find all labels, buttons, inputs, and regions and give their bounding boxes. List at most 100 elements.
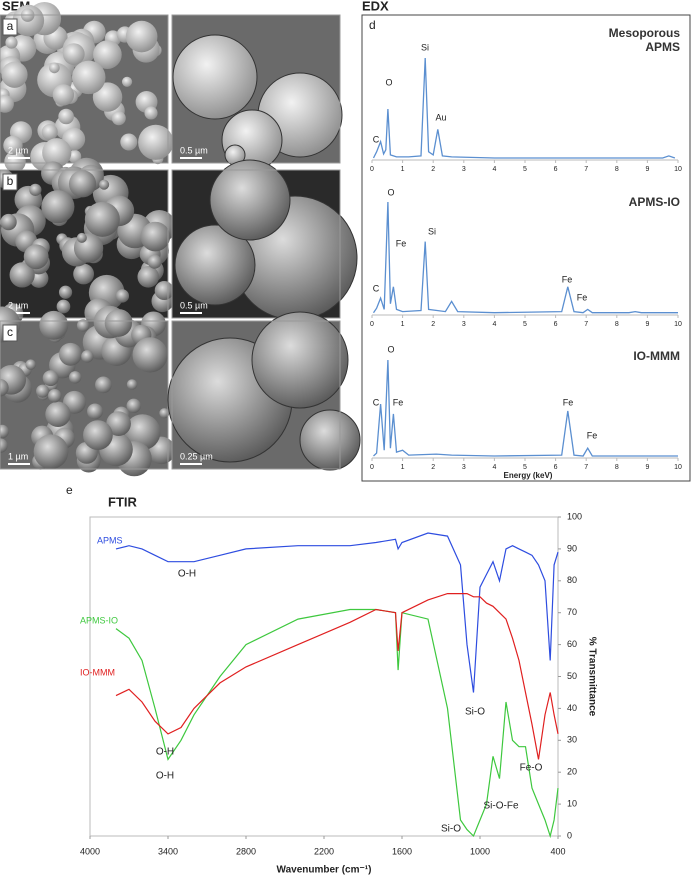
particle: [124, 414, 161, 451]
band-label: Fe-O: [520, 763, 543, 774]
particle: [1, 61, 28, 88]
x-tick-label: 2800: [236, 846, 256, 856]
x-tick-label: 1: [401, 464, 405, 471]
band-label: O-H: [178, 569, 196, 580]
particle: [209, 159, 291, 241]
band-label: Si-O-Fe: [484, 801, 519, 812]
sem-panels: a 2 µm 0.5 µm b 2 µm 0.5 µm c 1 µm 0.25 µm: [0, 1, 361, 477]
x-tick-label: 6: [554, 321, 558, 328]
particle: [138, 124, 174, 160]
sem-frame: [171, 320, 341, 470]
band-label: Si-O: [441, 824, 461, 835]
x-tick-label: 4: [492, 166, 496, 173]
x-tick-label: 2200: [314, 846, 334, 856]
particle: [126, 379, 138, 390]
x-tick-label: 9: [645, 166, 649, 173]
x-tick-label: 3: [462, 166, 466, 173]
particle: [87, 403, 103, 420]
sem-texture: [0, 157, 176, 328]
peak-label: Si: [428, 226, 436, 236]
x-tick-label: 5: [523, 321, 527, 328]
particle: [106, 411, 131, 436]
particle: [104, 309, 133, 337]
scale-bar-label: 2 µm: [8, 145, 28, 155]
particle: [95, 376, 112, 394]
peak-label: Fe: [563, 397, 574, 407]
spectrum: [372, 57, 676, 159]
particle: [125, 20, 158, 53]
particle: [132, 337, 168, 373]
x-tick-label: 0: [370, 321, 374, 328]
sem-frame: [171, 169, 341, 319]
ftir-line: [115, 593, 559, 760]
scale-bar-label: 1 µm: [8, 451, 28, 461]
x-tick-label: 10: [674, 321, 682, 328]
x-tick-label: 6: [554, 166, 558, 173]
y-tick-label: 10: [567, 798, 577, 808]
particle: [0, 438, 8, 453]
particle: [137, 266, 160, 288]
particle: [62, 43, 85, 65]
label-box: [2, 18, 18, 36]
peak-label: Fe: [587, 430, 598, 440]
particle: [0, 94, 14, 113]
y-tick-label: 80: [567, 575, 577, 585]
peak-label: Au: [435, 112, 446, 122]
particle: [174, 224, 256, 306]
sem-texture: [0, 305, 176, 477]
particle: [251, 311, 349, 409]
x-tick-label: 9: [645, 321, 649, 328]
edx-chart-title: Mesoporous APMS: [608, 26, 680, 54]
peak-label: Fe: [562, 274, 573, 284]
particle: [144, 106, 158, 120]
peak-label: O: [387, 187, 394, 197]
particle: [39, 310, 69, 340]
band-label: Si-O: [465, 707, 485, 718]
x-tick-label: 0: [370, 464, 374, 471]
peak-label: O: [385, 77, 392, 87]
label-box: [2, 324, 18, 342]
x-tick-label: 8: [615, 464, 619, 471]
particle: [93, 40, 122, 69]
particle: [59, 342, 82, 366]
legend-label: APMS: [97, 535, 123, 545]
x-tick-label: 9: [645, 464, 649, 471]
y-tick-label: 50: [567, 671, 577, 681]
band-label: O-H: [156, 747, 174, 758]
edx-title: EDX: [362, 0, 389, 13]
plot-frame: [89, 516, 559, 837]
particle: [84, 201, 120, 237]
peak-label: Fe: [577, 292, 588, 302]
particle: [5, 36, 18, 49]
ftir-title: FTIR: [108, 494, 137, 509]
particle: [172, 34, 258, 120]
x-tick-label: 5: [523, 166, 527, 173]
particle: [33, 434, 69, 470]
particle: [56, 299, 71, 314]
particle: [68, 149, 82, 164]
sem-panel-label: a: [7, 19, 14, 33]
x-tick-label: 3: [462, 321, 466, 328]
particle: [9, 262, 35, 288]
particle: [68, 170, 97, 198]
y-tick-label: 60: [567, 639, 577, 649]
scale-bar-label: 0.25 µm: [180, 451, 213, 461]
x-tick-label: 8: [615, 166, 619, 173]
particle: [41, 124, 58, 140]
particle: [49, 62, 60, 74]
particle: [111, 111, 126, 126]
scale-bar-label: 0.5 µm: [180, 145, 208, 155]
particle: [154, 281, 174, 301]
x-tick-label: 0: [370, 166, 374, 173]
y-tick-label: 20: [567, 767, 577, 777]
particle: [140, 221, 171, 252]
x-tick-label: 7: [584, 321, 588, 328]
particle: [23, 244, 49, 270]
x-tick-label: 2: [431, 166, 435, 173]
particle: [0, 213, 17, 231]
legend-label: APMS-IO: [80, 615, 118, 625]
particle: [76, 319, 90, 332]
particle: [68, 371, 82, 384]
